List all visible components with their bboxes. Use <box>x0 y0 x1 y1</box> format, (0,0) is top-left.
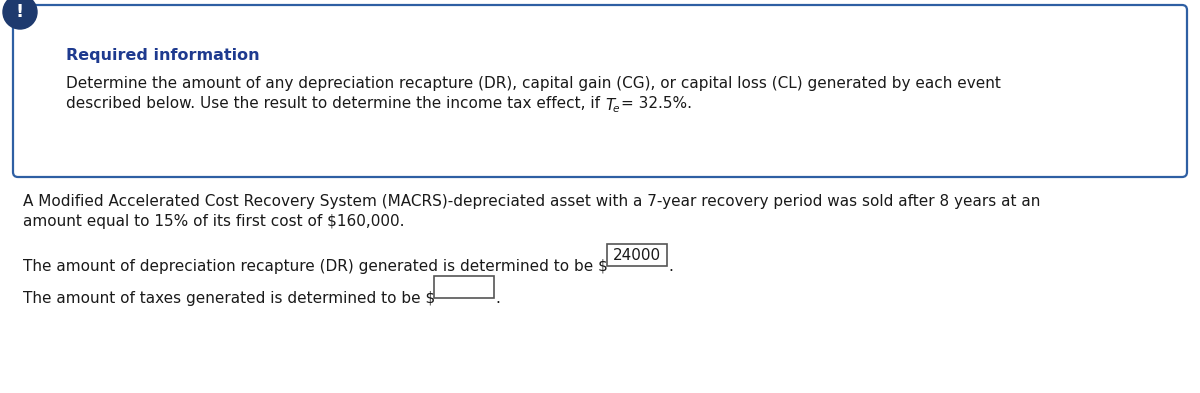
FancyBboxPatch shape <box>13 5 1187 177</box>
Text: described below. Use the result to determine the income tax effect, if: described below. Use the result to deter… <box>66 96 605 111</box>
Circle shape <box>2 0 37 29</box>
Text: amount equal to 15% of its first cost of $160,000.: amount equal to 15% of its first cost of… <box>23 214 404 229</box>
Text: !: ! <box>16 3 24 21</box>
Text: Required information: Required information <box>66 48 259 63</box>
Text: = 32.5%.: = 32.5%. <box>620 96 691 111</box>
FancyBboxPatch shape <box>607 244 667 266</box>
Text: $T_{\!e}$: $T_{\!e}$ <box>605 96 620 115</box>
Text: .: . <box>668 259 673 274</box>
Text: .: . <box>496 291 500 306</box>
Text: Determine the amount of any depreciation recapture (DR), capital gain (CG), or c: Determine the amount of any depreciation… <box>66 76 1001 91</box>
Text: The amount of taxes generated is determined to be $: The amount of taxes generated is determi… <box>23 291 436 306</box>
FancyBboxPatch shape <box>434 276 494 298</box>
Text: A Modified Accelerated Cost Recovery System (MACRS)-depreciated asset with a 7-y: A Modified Accelerated Cost Recovery Sys… <box>23 194 1040 209</box>
Text: The amount of depreciation recapture (DR) generated is determined to be $: The amount of depreciation recapture (DR… <box>23 259 608 274</box>
Text: 24000: 24000 <box>613 248 661 263</box>
